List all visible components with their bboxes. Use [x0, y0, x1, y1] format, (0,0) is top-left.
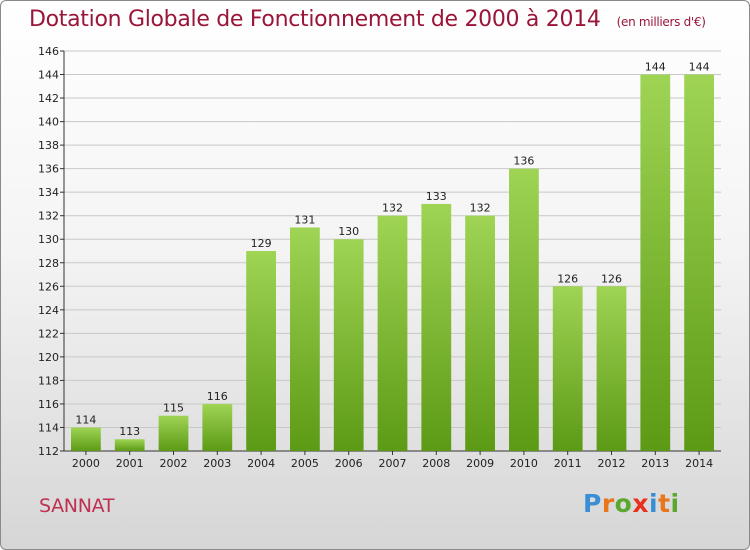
x-tick-label: 2003	[203, 457, 231, 470]
bar	[552, 286, 583, 451]
y-tick-label: 124	[38, 304, 59, 317]
x-tick-label: 2011	[554, 457, 582, 470]
data-label: 126	[601, 272, 622, 285]
y-tick-label: 142	[38, 92, 59, 105]
y-tick-label: 140	[38, 116, 59, 129]
bar	[158, 415, 189, 451]
x-tick-label: 2009	[466, 457, 494, 470]
bar	[377, 215, 408, 451]
y-tick-label: 118	[38, 374, 59, 387]
data-label: 129	[251, 237, 272, 250]
x-tick-label: 2006	[335, 457, 363, 470]
labels: 112 114 116 118 120 122 124 126 128 130 132 134 136 1…	[38, 45, 713, 470]
x-tick-label: 2010	[510, 457, 538, 470]
y-tick-label: 114	[38, 421, 59, 434]
bar	[596, 286, 627, 451]
logo-letter: o	[614, 489, 633, 518]
data-label: 126	[557, 272, 578, 285]
chart-subtitle: (en milliers d'€)	[616, 15, 706, 29]
x-tick-label: 2000	[72, 457, 100, 470]
y-tick-label: 146	[38, 45, 59, 58]
y-tick-label: 128	[38, 257, 59, 270]
data-label: 144	[689, 61, 710, 74]
y-tick-label: 136	[38, 163, 59, 176]
data-label: 133	[426, 190, 447, 203]
logo-letter: i	[670, 489, 680, 518]
chart-title-text: Dotation Globale de Fonctionnement de 20…	[29, 7, 601, 32]
logo-letter: t	[658, 489, 671, 518]
x-tick-label: 2002	[160, 457, 188, 470]
y-tick-label: 122	[38, 327, 59, 340]
logo-letter: i	[649, 489, 659, 518]
chart-title: Dotation Globale de Fonctionnement de 20…	[29, 7, 706, 32]
y-tick-label: 130	[38, 233, 59, 246]
bar	[684, 74, 714, 451]
x-tick-label: 2012	[598, 457, 626, 470]
data-label: 144	[645, 61, 666, 74]
data-label: 132	[470, 202, 491, 215]
bar	[290, 227, 320, 451]
y-tick-label: 120	[38, 351, 59, 364]
logo-letter: x	[632, 489, 649, 518]
y-tick-label: 116	[38, 398, 59, 411]
x-tick-label: 2005	[291, 457, 319, 470]
data-label: 116	[207, 390, 228, 403]
y-tick-label: 138	[38, 139, 59, 152]
data-label: 136	[513, 155, 534, 168]
y-tick-label: 126	[38, 280, 59, 293]
x-tick-label: 2014	[685, 457, 713, 470]
y-tick-label: 112	[38, 445, 59, 458]
x-tick-label: 2001	[116, 457, 144, 470]
logo-letter: P	[583, 489, 602, 518]
proxiti-logo[interactable]: Proxiti	[583, 489, 680, 518]
town-name: SANNAT	[39, 495, 115, 517]
data-label: 131	[294, 213, 315, 226]
bar	[114, 439, 145, 451]
logo-letter: r	[601, 489, 615, 518]
y-tick-label: 134	[38, 186, 59, 199]
bar	[640, 74, 671, 451]
bar	[202, 403, 233, 451]
bar	[71, 427, 101, 451]
x-tick-label: 2008	[422, 457, 450, 470]
data-label: 130	[338, 225, 359, 238]
bar	[509, 168, 539, 451]
x-tick-label: 2007	[379, 457, 407, 470]
data-label: 113	[119, 425, 140, 438]
bar	[465, 215, 495, 451]
bars	[71, 74, 714, 451]
x-tick-label: 2004	[247, 457, 275, 470]
bar	[333, 239, 364, 451]
x-tick-label: 2013	[641, 457, 669, 470]
y-tick-label: 132	[38, 210, 59, 223]
bar	[246, 251, 276, 451]
data-label: 114	[75, 413, 96, 426]
y-tick-label: 144	[38, 69, 59, 82]
bar	[421, 203, 452, 451]
data-label: 132	[382, 202, 403, 215]
data-label: 115	[163, 402, 184, 415]
